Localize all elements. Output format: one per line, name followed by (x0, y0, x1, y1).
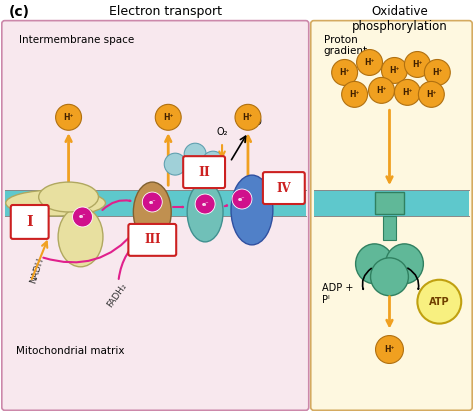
Text: Intermembrane space: Intermembrane space (19, 35, 134, 44)
Ellipse shape (187, 182, 223, 242)
FancyBboxPatch shape (183, 156, 225, 188)
Text: H⁺: H⁺ (64, 113, 74, 122)
Text: II: II (198, 166, 210, 179)
Text: Proton
gradient: Proton gradient (324, 35, 368, 56)
Ellipse shape (133, 182, 171, 242)
FancyArrowPatch shape (225, 205, 227, 206)
Circle shape (235, 104, 261, 130)
Text: e⁻: e⁻ (79, 215, 86, 220)
Ellipse shape (58, 207, 103, 267)
Text: H₂O: H₂O (243, 117, 261, 127)
Bar (374, 192, 404, 214)
Ellipse shape (39, 182, 99, 212)
Circle shape (424, 59, 450, 85)
FancyArrowPatch shape (363, 268, 371, 289)
Text: (c): (c) (9, 5, 30, 19)
Bar (314, 190, 469, 216)
Circle shape (142, 192, 162, 212)
Text: H⁺: H⁺ (402, 88, 413, 97)
Ellipse shape (231, 175, 273, 245)
Circle shape (332, 59, 357, 85)
Circle shape (232, 189, 252, 209)
Text: H⁺: H⁺ (432, 68, 443, 77)
Text: I: I (27, 215, 33, 229)
Text: O₂: O₂ (216, 127, 228, 137)
Circle shape (404, 52, 430, 77)
Circle shape (342, 82, 367, 108)
FancyArrowPatch shape (408, 268, 419, 289)
Circle shape (55, 104, 82, 130)
Circle shape (195, 194, 215, 214)
FancyBboxPatch shape (311, 21, 472, 410)
Text: ADP +
Pᴵ: ADP + Pᴵ (322, 283, 353, 304)
Circle shape (369, 77, 394, 103)
Text: H⁺: H⁺ (412, 60, 423, 69)
Ellipse shape (164, 153, 186, 175)
Text: H⁺: H⁺ (365, 58, 375, 67)
Ellipse shape (202, 151, 224, 173)
Text: NADH: NADH (29, 257, 46, 285)
Bar (383, 216, 396, 240)
Circle shape (155, 104, 181, 130)
Text: ATP: ATP (429, 297, 450, 307)
Circle shape (73, 207, 92, 227)
Circle shape (419, 82, 444, 108)
Ellipse shape (356, 244, 393, 284)
Text: e⁻: e⁻ (148, 199, 156, 204)
Text: Electron transport: Electron transport (109, 5, 222, 18)
FancyBboxPatch shape (2, 21, 309, 410)
Text: e⁻: e⁻ (238, 197, 246, 201)
Text: Mitochondrial matrix: Mitochondrial matrix (16, 346, 124, 356)
FancyBboxPatch shape (263, 172, 305, 204)
FancyArrowPatch shape (102, 200, 130, 210)
Text: H⁺: H⁺ (349, 90, 360, 99)
FancyBboxPatch shape (11, 205, 49, 239)
Text: e⁻: e⁻ (201, 201, 209, 206)
FancyArrowPatch shape (43, 231, 135, 262)
Bar (5, 190, 306, 216)
Text: FADH₂: FADH₂ (105, 282, 128, 309)
Text: H⁺: H⁺ (389, 66, 400, 75)
Circle shape (375, 335, 403, 363)
Text: Oxidative
phosphorylation: Oxidative phosphorylation (352, 5, 447, 33)
Ellipse shape (371, 258, 409, 296)
Circle shape (394, 80, 420, 105)
Ellipse shape (6, 190, 105, 216)
Circle shape (418, 280, 461, 323)
Text: H⁺: H⁺ (376, 86, 387, 95)
FancyArrowPatch shape (118, 236, 144, 279)
Ellipse shape (385, 244, 423, 284)
Text: III: III (144, 233, 161, 246)
Circle shape (382, 58, 408, 83)
Text: H⁺: H⁺ (384, 345, 395, 354)
Circle shape (356, 49, 383, 75)
Text: H⁺: H⁺ (426, 90, 437, 99)
Text: H⁺: H⁺ (243, 113, 253, 122)
Text: IV: IV (276, 182, 291, 194)
Text: H⁺: H⁺ (163, 113, 173, 122)
FancyBboxPatch shape (128, 224, 176, 256)
Ellipse shape (184, 143, 206, 165)
Text: H⁺: H⁺ (339, 68, 350, 77)
